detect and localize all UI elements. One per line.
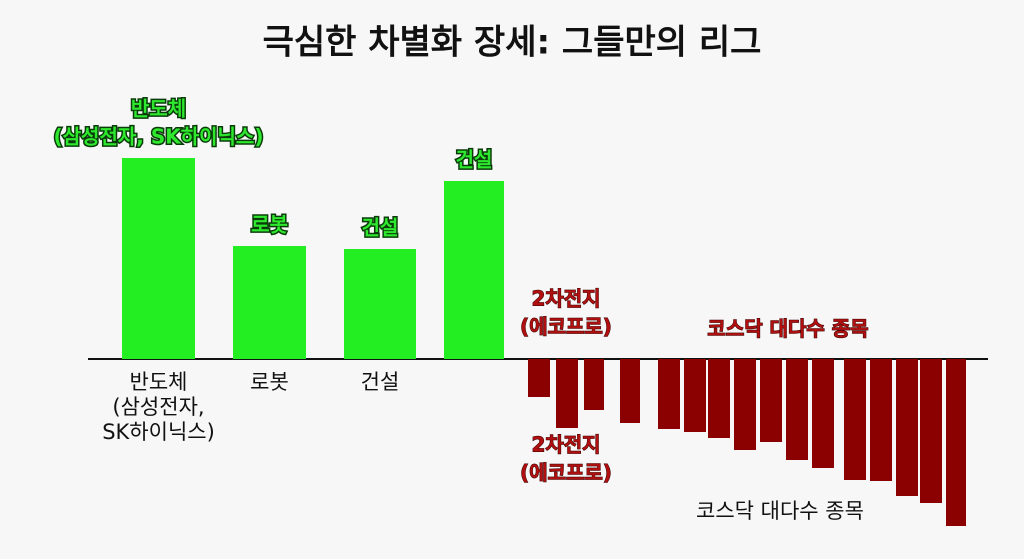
annotation: 코스닥 대다수 종목	[707, 317, 868, 341]
x-tick-label: 건설	[361, 370, 400, 394]
bar	[344, 249, 416, 359]
bar	[946, 359, 966, 526]
bar	[620, 359, 640, 423]
x-tick-label: 로봇	[250, 370, 289, 394]
annotation: (에코프로)	[520, 461, 612, 485]
annotation: (에코프로)	[520, 315, 612, 339]
annotation: 2차전지	[531, 433, 600, 457]
bar-label: (삼성전자, SK하이닉스)	[54, 125, 264, 149]
bar	[528, 359, 550, 397]
x-tick-label: SK하이닉스)	[102, 420, 215, 444]
bar	[786, 359, 808, 460]
bar	[684, 359, 706, 432]
bar	[233, 246, 306, 359]
bar-label: 반도체	[131, 97, 186, 121]
bar	[896, 359, 918, 496]
bar	[870, 359, 892, 481]
bar	[708, 359, 730, 438]
bar	[920, 359, 942, 503]
bar	[734, 359, 756, 450]
annotation: 2차전지	[531, 287, 600, 311]
x-tick-label: (삼성전자,	[112, 395, 204, 419]
x-tick-label: 반도체	[130, 370, 188, 394]
bar	[556, 359, 578, 428]
bar-label: 건설	[456, 148, 493, 172]
bar	[658, 359, 680, 429]
annotation: 코스닥 대다수 종목	[696, 499, 864, 523]
bar	[444, 181, 504, 359]
bar	[760, 359, 782, 442]
chart-title: 극심한 차별화 장세: 그들만의 리그	[263, 23, 762, 63]
bar-label: 로봇	[251, 213, 288, 237]
bar	[584, 359, 604, 410]
bar	[812, 359, 834, 468]
bar	[122, 158, 195, 359]
bar-label: 건설	[362, 216, 399, 240]
bar	[844, 359, 866, 480]
